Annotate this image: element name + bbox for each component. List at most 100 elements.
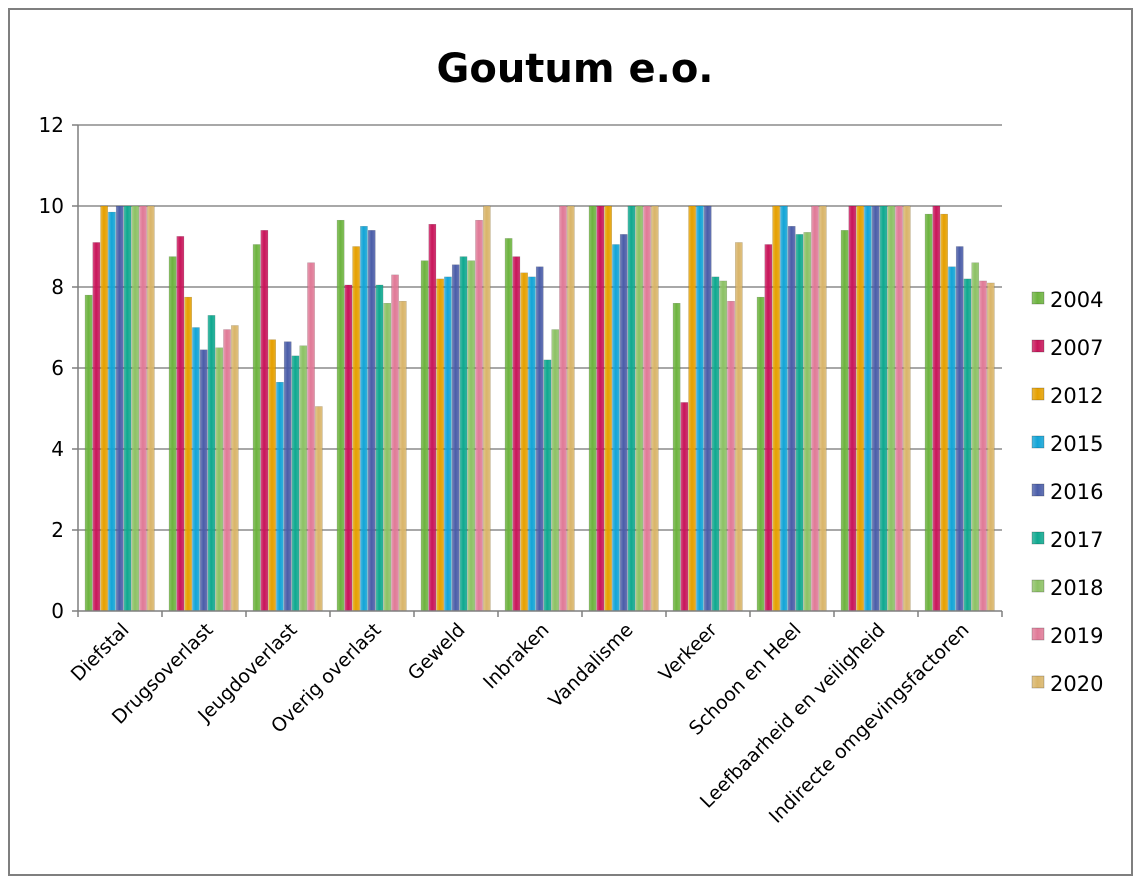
bar-overig-overlast-2017 [375,284,384,612]
legend: 2004 2007 2012 2015 2016 2017 2018 2019 2020 [1031,288,1103,696]
bar-verkeer-2016 [703,205,712,612]
bar-schoon-en-heel-2020 [819,205,827,612]
bar-geweld-2012 [436,278,444,612]
bar-diefstal-2017 [123,205,132,612]
bar-schoon-en-heel-2012 [772,205,780,612]
bar-geweld-2016 [451,264,460,612]
bar-schoon-en-heel-2017 [795,234,804,612]
bar-indirecte-omgevingsfactoren-2015 [948,266,956,612]
bar-leefbaarheid-en-veiligheid-2017 [879,205,888,612]
bar-overig-overlast-2019 [391,274,399,612]
bar-leefbaarheid-en-veiligheid-2007 [848,205,857,612]
bar-drugsoverlast-2004 [168,256,177,612]
bar-overig-overlast-2004 [336,219,345,612]
bar-leefbaarheid-en-veiligheid-2015 [864,205,872,612]
category-label-diefstal: Diefstal [67,619,134,686]
bar-drugsoverlast-2016 [199,349,208,612]
legend-swatch-2020 [1031,675,1045,689]
bar-geweld-2004 [420,260,429,612]
bar-indirecte-omgevingsfactoren-2012 [940,213,948,612]
bars [84,205,995,612]
bar-overig-overlast-2018 [383,303,392,612]
legend-label-2018: 2018 [1050,576,1103,600]
bar-jeugdoverlast-2004 [252,244,261,612]
legend-label-2007: 2007 [1050,336,1103,360]
category-label-vandalisme: Vandalisme [544,619,637,712]
bar-jeugdoverlast-2012 [268,339,276,612]
bar-verkeer-2012 [688,205,696,612]
bar-overig-overlast-2007 [344,284,353,612]
bar-diefstal-2015 [108,211,116,612]
bar-leefbaarheid-en-veiligheid-2004 [840,230,849,612]
bar-jeugdoverlast-2019 [307,262,315,612]
bar-vandalisme-2019 [643,205,651,612]
legend-label-2012: 2012 [1050,384,1103,408]
bar-diefstal-2018 [131,205,140,612]
bar-verkeer-2017 [711,276,720,612]
category-label-inbraken: Inbraken [479,619,553,693]
bar-drugsoverlast-2018 [215,347,224,612]
bar-diefstal-2012 [100,205,108,612]
legend-label-2004: 2004 [1050,288,1103,312]
y-tick-label: 0 [51,599,64,623]
legend-swatch-2017 [1031,531,1045,545]
bar-leefbaarheid-en-veiligheid-2012 [856,205,864,612]
bar-overig-overlast-2015 [360,226,368,612]
legend-swatch-2012 [1031,387,1045,401]
bar-overig-overlast-2020 [399,300,407,612]
bar-inbraken-2007 [512,256,521,612]
bar-inbraken-2018 [551,329,560,612]
bar-leefbaarheid-en-veiligheid-2020 [903,205,911,612]
legend-label-2015: 2015 [1050,432,1103,456]
chart-title: Goutum e.o. [437,46,714,92]
y-tick-label: 8 [51,275,64,299]
bar-verkeer-2004 [672,303,681,612]
bar-geweld-2020 [483,205,491,612]
bar-schoon-en-heel-2019 [811,205,819,612]
bar-diefstal-2004 [84,294,93,612]
bar-overig-overlast-2016 [367,230,376,612]
bar-diefstal-2020 [147,205,155,612]
legend-label-2020: 2020 [1050,672,1103,696]
bar-verkeer-2007 [680,402,689,612]
bar-verkeer-2018 [719,280,728,612]
legend-swatch-2007 [1031,339,1045,353]
bar-verkeer-2015 [696,205,704,612]
bar-drugsoverlast-2007 [176,236,185,612]
bar-inbraken-2016 [535,266,544,612]
bar-vandalisme-2018 [635,205,644,612]
bar-drugsoverlast-2012 [184,296,192,612]
bar-vandalisme-2017 [627,205,636,612]
bar-inbraken-2020 [567,205,575,612]
bar-vandalisme-2012 [604,205,612,612]
y-tick-label: 10 [39,194,64,218]
bar-vandalisme-2020 [651,205,659,612]
y-tick-label: 4 [51,437,64,461]
bar-jeugdoverlast-2015 [276,381,284,612]
bar-diefstal-2007 [92,242,101,612]
y-tick-label: 6 [51,356,64,380]
bar-diefstal-2016 [115,205,124,612]
bar-geweld-2017 [459,256,468,612]
bar-schoon-en-heel-2015 [780,205,788,612]
bar-drugsoverlast-2020 [231,325,239,612]
bar-geweld-2015 [444,276,452,612]
axes [77,125,1003,617]
bar-jeugdoverlast-2017 [291,355,300,612]
legend-swatch-2018 [1031,579,1045,593]
bar-overig-overlast-2012 [352,246,360,612]
bar-diefstal-2019 [139,205,147,612]
legend-swatch-2015 [1031,435,1045,449]
bar-inbraken-2019 [559,205,567,612]
bar-vandalisme-2004 [588,205,597,612]
legend-label-2017: 2017 [1050,528,1103,552]
legend-swatch-2016 [1031,483,1045,497]
bar-indirecte-omgevingsfactoren-2007 [932,205,941,612]
bar-verkeer-2020 [735,242,743,612]
legend-swatch-2004 [1031,291,1045,305]
bar-indirecte-omgevingsfactoren-2004 [924,213,933,612]
bar-indirecte-omgevingsfactoren-2020 [987,282,995,612]
bar-geweld-2019 [475,219,483,612]
legend-swatch-2019 [1031,627,1045,641]
bar-leefbaarheid-en-veiligheid-2016 [871,205,880,612]
